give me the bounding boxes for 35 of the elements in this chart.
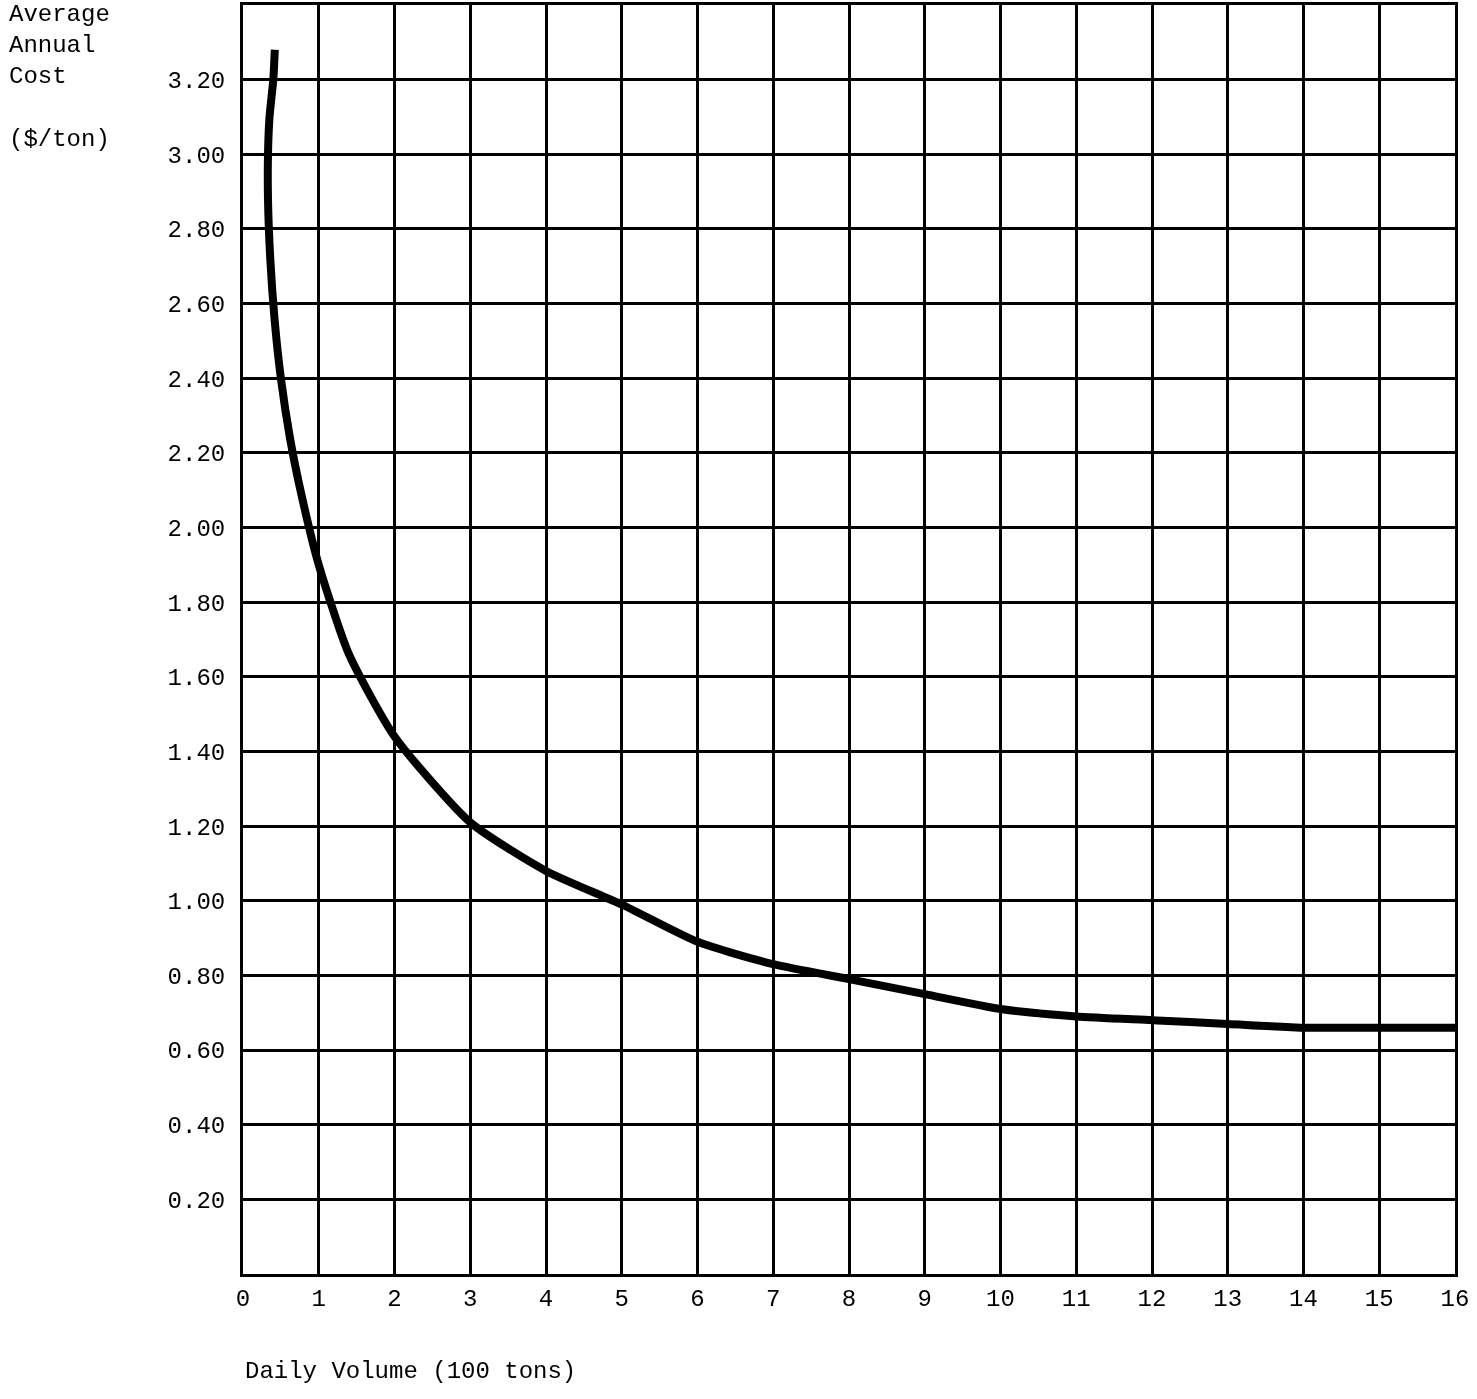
x-tick-label: 10: [986, 1285, 1015, 1313]
y-tick-label: 2.20: [167, 441, 226, 469]
y-tick-label: 1.40: [167, 739, 226, 767]
y-tick-label: 1.00: [167, 889, 226, 917]
x-tick-label: 9: [917, 1285, 932, 1313]
x-tick-label: 4: [538, 1285, 554, 1313]
x-tick-label: 1: [311, 1285, 326, 1313]
y-tick-label: 0.60: [167, 1038, 226, 1066]
x-tick-label: 7: [766, 1285, 781, 1313]
y-tick-label: 2.00: [167, 515, 226, 543]
y-tick-label: 3.00: [167, 142, 226, 170]
y-tick-label: 3.20: [167, 68, 226, 96]
y-tick-label: 0.80: [167, 963, 226, 991]
x-tick-label: 5: [614, 1285, 629, 1313]
x-tick-label: 6: [690, 1285, 705, 1313]
y-tick-label: 2.80: [167, 217, 226, 245]
y-tick-label: 1.20: [167, 814, 226, 842]
x-tick-label: 8: [841, 1285, 857, 1313]
x-tick-label: 2: [387, 1285, 402, 1313]
x-tick-label: 11: [1061, 1285, 1091, 1313]
x-tick-label: 12: [1137, 1285, 1167, 1313]
x-tick-label: 3: [463, 1285, 478, 1313]
x-tick-label: 16: [1440, 1285, 1470, 1313]
y-tick-label: 0.20: [167, 1187, 226, 1215]
x-tick-label: 13: [1213, 1285, 1243, 1313]
text: Average Annual Cost ($/ton): [9, 1, 110, 153]
x-tick-label: 0: [235, 1285, 251, 1313]
x-axis-title: Daily Volume (100 tons): [245, 1358, 577, 1385]
y-tick-label: 1.80: [167, 590, 226, 618]
x-tick-label: 15: [1364, 1285, 1394, 1313]
y-tick-label: 1.60: [167, 665, 226, 693]
x-tick-label: 14: [1289, 1285, 1318, 1313]
y-tick-label: 2.40: [167, 366, 226, 394]
y-tick-label: 2.60: [167, 291, 226, 319]
y-tick-label: 0.40: [167, 1113, 226, 1141]
